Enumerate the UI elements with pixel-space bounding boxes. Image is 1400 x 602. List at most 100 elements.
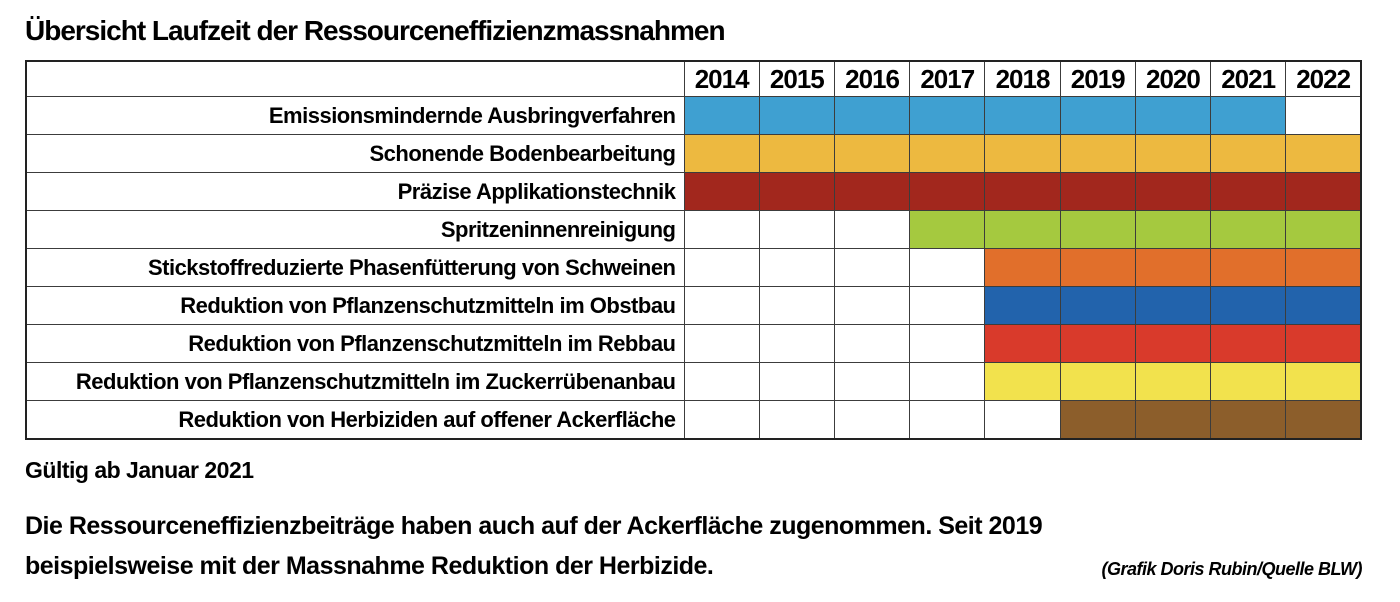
gantt-bar-cell — [1059, 172, 1136, 212]
gantt-bar-cell — [1285, 324, 1362, 364]
gantt-bar-cell — [1210, 248, 1287, 288]
gantt-bar-cell — [1134, 286, 1212, 326]
gantt-bar-cell — [1059, 286, 1136, 326]
gantt-bar-cell — [909, 172, 986, 212]
caption-line-1: Die Ressourceneffizienzbeiträge haben au… — [25, 511, 1043, 540]
gantt-bar-cell — [1134, 248, 1212, 288]
year-header-cell: 2015 — [758, 60, 835, 98]
gantt-bar-cell — [1059, 96, 1136, 136]
gantt-bar-cell — [1134, 210, 1212, 250]
gantt-empty-cell — [909, 286, 986, 326]
gantt-bar-cell — [984, 362, 1061, 402]
measure-label: Präzise Applikationstechnik — [25, 172, 685, 212]
year-header-cell: 2014 — [683, 60, 760, 98]
gantt-empty-cell — [758, 248, 835, 288]
gantt-bar-cell — [1210, 286, 1287, 326]
gantt-empty-cell — [758, 362, 835, 402]
year-header-cell: 2022 — [1285, 60, 1362, 98]
gantt-empty-cell — [683, 248, 760, 288]
gantt-bar-cell — [758, 96, 835, 136]
gantt-bar-cell — [1285, 400, 1362, 440]
gantt-empty-cell — [758, 324, 835, 364]
gantt-bar-cell — [1134, 324, 1212, 364]
gantt-bar-cell — [1134, 96, 1212, 136]
gantt-bar-cell — [683, 96, 760, 136]
gantt-empty-cell — [683, 400, 760, 440]
gantt-empty-cell — [909, 324, 986, 364]
gantt-bar-cell — [1134, 134, 1212, 174]
year-header-cell: 2017 — [909, 60, 986, 98]
measure-row: Emissionsmindernde Ausbringverfahren — [25, 96, 1362, 136]
gantt-bar-cell — [1210, 362, 1287, 402]
measure-label: Reduktion von Pflanzenschutzmitteln im R… — [25, 324, 685, 364]
gantt-bar-cell — [1059, 210, 1136, 250]
gantt-empty-cell — [833, 324, 911, 364]
gantt-bar-cell — [1210, 400, 1287, 440]
measure-label: Spritzeninnenreinigung — [25, 210, 685, 250]
validity-note: Gültig ab Januar 2021 — [25, 456, 254, 483]
measure-label: Schonende Bodenbearbeitung — [25, 134, 685, 174]
year-header-cell: 2021 — [1210, 60, 1287, 98]
measure-label: Reduktion von Pflanzenschutzmitteln im Z… — [25, 362, 685, 402]
measure-row: Spritzeninnenreinigung — [25, 210, 1362, 250]
gantt-empty-cell — [833, 286, 911, 326]
gantt-bar-cell — [984, 324, 1061, 364]
gantt-bar-cell — [1210, 96, 1287, 136]
gantt-empty-cell — [683, 210, 760, 250]
gantt-bar-cell — [683, 134, 760, 174]
gantt-bar-cell — [1285, 362, 1362, 402]
gantt-bar-cell — [984, 96, 1061, 136]
gantt-empty-cell — [833, 362, 911, 402]
gantt-bar-cell — [1059, 324, 1136, 364]
gantt-bar-cell — [1210, 324, 1287, 364]
measure-row: Reduktion von Herbiziden auf offener Ack… — [25, 400, 1362, 440]
year-header-row: 2014 2015 2016 2017 2018 2019 2020 2021 2022 — [25, 60, 1362, 98]
gantt-bar-cell — [1059, 248, 1136, 288]
gantt-table: 2014 2015 2016 2017 2018 2019 2020 2021 2022 Emi… — [25, 59, 1362, 440]
gantt-bar-cell — [1134, 400, 1212, 440]
gantt-bar-cell — [758, 134, 835, 174]
measure-row: Schonende Bodenbearbeitung — [25, 134, 1362, 174]
measure-label: Stickstoffreduzierte Phasenfütterung von… — [25, 248, 685, 288]
caption-block: Die Ressourceneffizienzbeiträge haben au… — [25, 506, 1362, 586]
gantt-bar-cell — [1134, 172, 1212, 212]
caption-line-2: beispielsweise mit der Massnahme Redukti… — [25, 551, 714, 580]
gantt-bar-cell — [1285, 134, 1362, 174]
gantt-bar-cell — [984, 172, 1061, 212]
gantt-empty-cell — [683, 362, 760, 402]
credit-line: (Grafik Doris Rubin/Quelle BLW) — [1101, 558, 1362, 579]
gantt-bar-cell — [1059, 362, 1136, 402]
gantt-empty-cell — [758, 286, 835, 326]
year-header-cell: 2019 — [1059, 60, 1136, 98]
year-header: 2014 2015 2016 2017 2018 2019 2020 2021 2022 — [25, 60, 1362, 98]
gantt-bar-cell — [1059, 400, 1136, 440]
measure-label: Reduktion von Herbiziden auf offener Ack… — [25, 400, 685, 440]
gantt-empty-cell — [683, 286, 760, 326]
gantt-empty-cell — [683, 324, 760, 364]
gantt-bar-cell — [833, 134, 911, 174]
measure-row: Präzise Applikationstechnik — [25, 172, 1362, 212]
gantt-bar-cell — [984, 286, 1061, 326]
gantt-bar-cell — [1210, 172, 1287, 212]
gantt-empty-cell — [1285, 96, 1362, 136]
gantt-bar-cell — [1059, 134, 1136, 174]
gantt-bar-cell — [758, 172, 835, 212]
measure-label: Emissionsmindernde Ausbringverfahren — [25, 96, 685, 136]
gantt-bar-cell — [909, 134, 986, 174]
measure-column-header — [25, 60, 685, 98]
gantt-bar-cell — [984, 210, 1061, 250]
gantt-body: Emissionsmindernde Ausbringverfahren Scho… — [25, 96, 1362, 440]
gantt-bar-cell — [1134, 362, 1212, 402]
measure-row: Reduktion von Pflanzenschutzmitteln im Z… — [25, 362, 1362, 402]
gantt-bar-cell — [909, 210, 986, 250]
gantt-bar-cell — [1285, 286, 1362, 326]
gantt-bar-cell — [1285, 210, 1362, 250]
year-header-cell: 2018 — [984, 60, 1061, 98]
gantt-empty-cell — [758, 210, 835, 250]
gantt-empty-cell — [833, 248, 911, 288]
measure-row: Reduktion von Pflanzenschutzmitteln im R… — [25, 324, 1362, 364]
gantt-empty-cell — [833, 400, 911, 440]
gantt-empty-cell — [909, 362, 986, 402]
measure-row: Reduktion von Pflanzenschutzmitteln im O… — [25, 286, 1362, 326]
